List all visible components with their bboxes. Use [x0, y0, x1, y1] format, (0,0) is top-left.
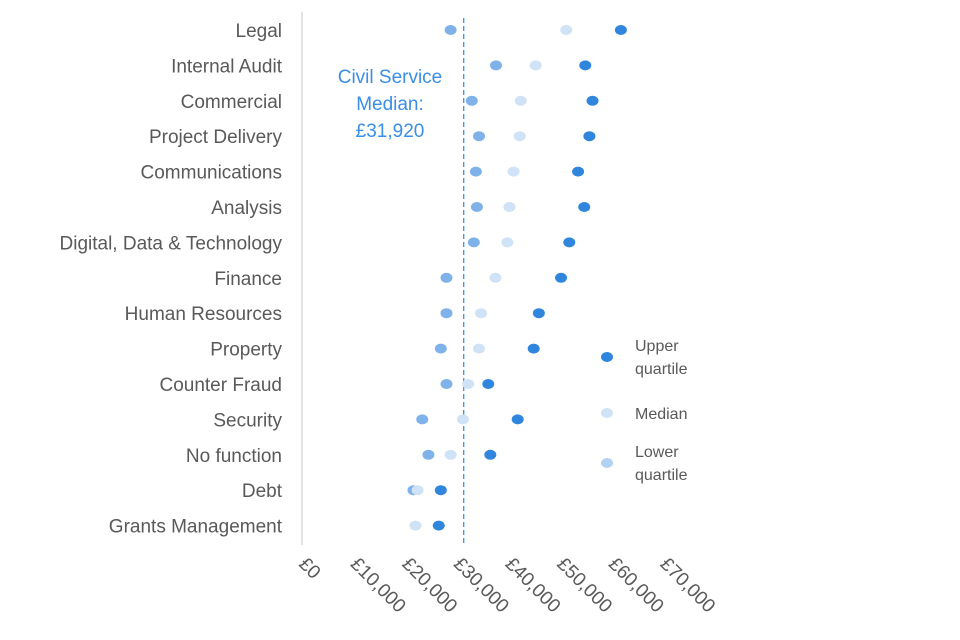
data-point-upper-quartile: [583, 131, 596, 142]
data-point-median: [444, 449, 457, 460]
data-point-upper-quartile: [572, 166, 585, 177]
x-tick-label: £60,000: [604, 554, 667, 617]
data-point-upper-quartile: [432, 520, 445, 531]
legend-marker: [601, 408, 613, 418]
category-label: Project Delivery: [149, 127, 283, 148]
category-label: Finance: [214, 269, 282, 290]
data-point-median: [456, 414, 469, 425]
category-label: Commercial: [181, 92, 282, 113]
legend-label: Upper: [635, 338, 679, 355]
legend-marker: [601, 458, 613, 468]
data-point-median: [529, 60, 542, 71]
data-point-upper-quartile: [482, 379, 495, 389]
data-point-upper-quartile: [527, 343, 540, 354]
data-point-upper-quartile: [578, 202, 591, 212]
category-label: Debt: [242, 481, 283, 502]
data-point-median: [472, 343, 485, 354]
data-point-median: [503, 202, 516, 212]
reference-line-label: Civil Service: [338, 67, 443, 88]
legend-label: quartile: [635, 361, 688, 378]
data-point-median: [507, 166, 520, 177]
category-label: Internal Audit: [171, 56, 283, 77]
category-label: Communications: [141, 163, 283, 184]
data-point-lower-quartile: [434, 343, 447, 354]
data-point-upper-quartile: [586, 95, 599, 106]
data-point-upper-quartile: [484, 449, 497, 460]
category-label: Grants Management: [109, 517, 283, 538]
x-tick-label: £20,000: [398, 554, 461, 617]
data-point-upper-quartile: [511, 414, 524, 425]
data-point-median: [489, 272, 502, 283]
data-point-median: [475, 308, 488, 319]
data-point-lower-quartile: [472, 131, 485, 142]
category-label: Analysis: [211, 198, 282, 219]
x-tick-label: £70,000: [656, 554, 719, 617]
data-point-upper-quartile: [555, 272, 568, 283]
x-tick-label: £10,000: [346, 554, 409, 617]
data-point-lower-quartile: [422, 449, 435, 460]
data-point-lower-quartile: [470, 202, 483, 212]
data-point-median: [411, 485, 424, 496]
data-point-upper-quartile: [614, 25, 627, 35]
data-point-median: [560, 25, 573, 35]
data-point-lower-quartile: [469, 166, 482, 177]
data-point-median: [513, 131, 526, 142]
data-point-median: [501, 237, 514, 248]
data-point-upper-quartile: [563, 237, 576, 248]
data-point-lower-quartile: [440, 379, 453, 389]
x-tick-label: £40,000: [501, 554, 564, 617]
category-label: Security: [213, 410, 282, 431]
data-point-upper-quartile: [579, 60, 592, 71]
data-point-lower-quartile: [416, 414, 429, 425]
category-label: Human Resources: [125, 304, 282, 325]
legend-label: Lower: [635, 444, 679, 461]
data-point-median: [409, 520, 422, 531]
category-label: Legal: [236, 21, 283, 42]
data-point-median: [514, 95, 527, 106]
data-point-lower-quartile: [440, 272, 453, 283]
data-point-lower-quartile: [465, 95, 478, 106]
data-point-lower-quartile: [467, 237, 480, 248]
legend-label: quartile: [635, 467, 688, 484]
data-point-lower-quartile: [440, 308, 453, 319]
legend-marker: [601, 352, 613, 362]
x-tick-label: £0: [294, 554, 324, 584]
category-label: Counter Fraud: [159, 375, 282, 396]
category-label: Property: [210, 340, 282, 361]
category-label: No function: [186, 446, 282, 467]
legend-label: Median: [635, 406, 687, 423]
data-point-upper-quartile: [532, 308, 545, 319]
reference-line-label: Median:: [356, 94, 424, 115]
x-tick-label: £30,000: [449, 554, 512, 617]
category-label: Digital, Data & Technology: [60, 233, 283, 254]
reference-line-label: £31,920: [356, 121, 425, 142]
data-point-median: [462, 379, 475, 389]
x-tick-label: £50,000: [552, 554, 615, 617]
data-point-lower-quartile: [490, 60, 503, 71]
data-point-lower-quartile: [444, 25, 457, 35]
data-point-upper-quartile: [434, 485, 447, 496]
